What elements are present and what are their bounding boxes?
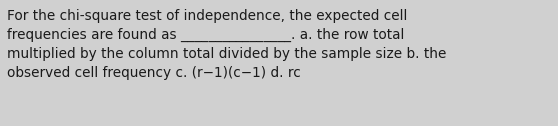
Text: For the chi-square test of independence, the expected cell
frequencies are found: For the chi-square test of independence,… (7, 9, 446, 80)
